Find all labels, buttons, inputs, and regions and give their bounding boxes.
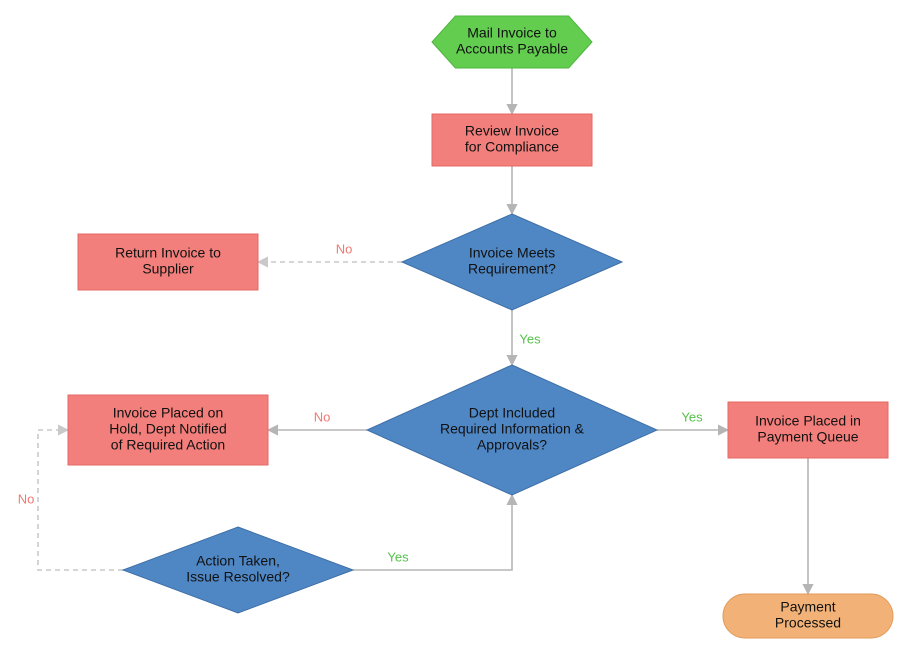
node-label-dept-0: Dept Included [469,405,555,421]
e-dept-queue-label: Yes [681,409,703,424]
e-meets-dept-label: Yes [519,331,541,346]
node-hold: Invoice Placed onHold, Dept Notifiedof R… [68,395,268,465]
e-meets-dept: Yes [512,310,541,365]
node-label-dept-1: Required Information & [440,421,585,437]
node-label-dept-2: Approvals? [477,437,547,453]
node-review: Review Invoicefor Compliance [432,114,592,166]
e-dept-hold: No [268,409,367,430]
e-action-hold-label: No [18,491,35,506]
e-meets-return: No [258,241,402,262]
node-label-meets-0: Invoice Meets [469,245,555,261]
node-label-hold-1: Hold, Dept Notified [109,421,227,437]
e-action-dept-label: Yes [387,549,409,564]
node-processed: PaymentProcessed [723,594,893,638]
node-label-review-0: Review Invoice [465,123,559,139]
node-label-hold-0: Invoice Placed on [113,405,224,421]
e-action-dept-path [353,495,512,570]
node-label-queue-1: Payment Queue [757,429,858,445]
node-dept: Dept IncludedRequired Information &Appro… [367,365,657,495]
node-queue: Invoice Placed inPayment Queue [728,402,888,458]
e-action-dept: Yes [353,495,512,570]
node-label-start-1: Accounts Payable [456,41,568,57]
node-label-processed-0: Payment [780,599,835,615]
node-label-meets-1: Requirement? [468,261,556,277]
node-label-queue-0: Invoice Placed in [755,413,861,429]
node-start: Mail Invoice toAccounts Payable [432,16,592,68]
node-return: Return Invoice toSupplier [78,234,258,290]
node-label-start-0: Mail Invoice to [467,25,557,41]
node-label-action-1: Issue Resolved? [186,569,290,585]
node-label-return-1: Supplier [142,261,194,277]
e-dept-queue: Yes [657,409,728,430]
node-label-hold-2: of Required Action [111,437,225,453]
e-meets-return-label: No [336,241,353,256]
node-label-processed-1: Processed [775,615,841,631]
node-meets: Invoice MeetsRequirement? [402,214,622,310]
node-action: Action Taken,Issue Resolved? [123,527,353,613]
e-dept-hold-label: No [314,409,331,424]
node-label-action-0: Action Taken, [196,553,280,569]
flowchart-canvas: No Yes No Yes Yes No Mail Invoice toAccounts … [0,0,905,663]
node-label-return-0: Return Invoice to [115,245,221,261]
node-label-review-1: for Compliance [465,139,559,155]
